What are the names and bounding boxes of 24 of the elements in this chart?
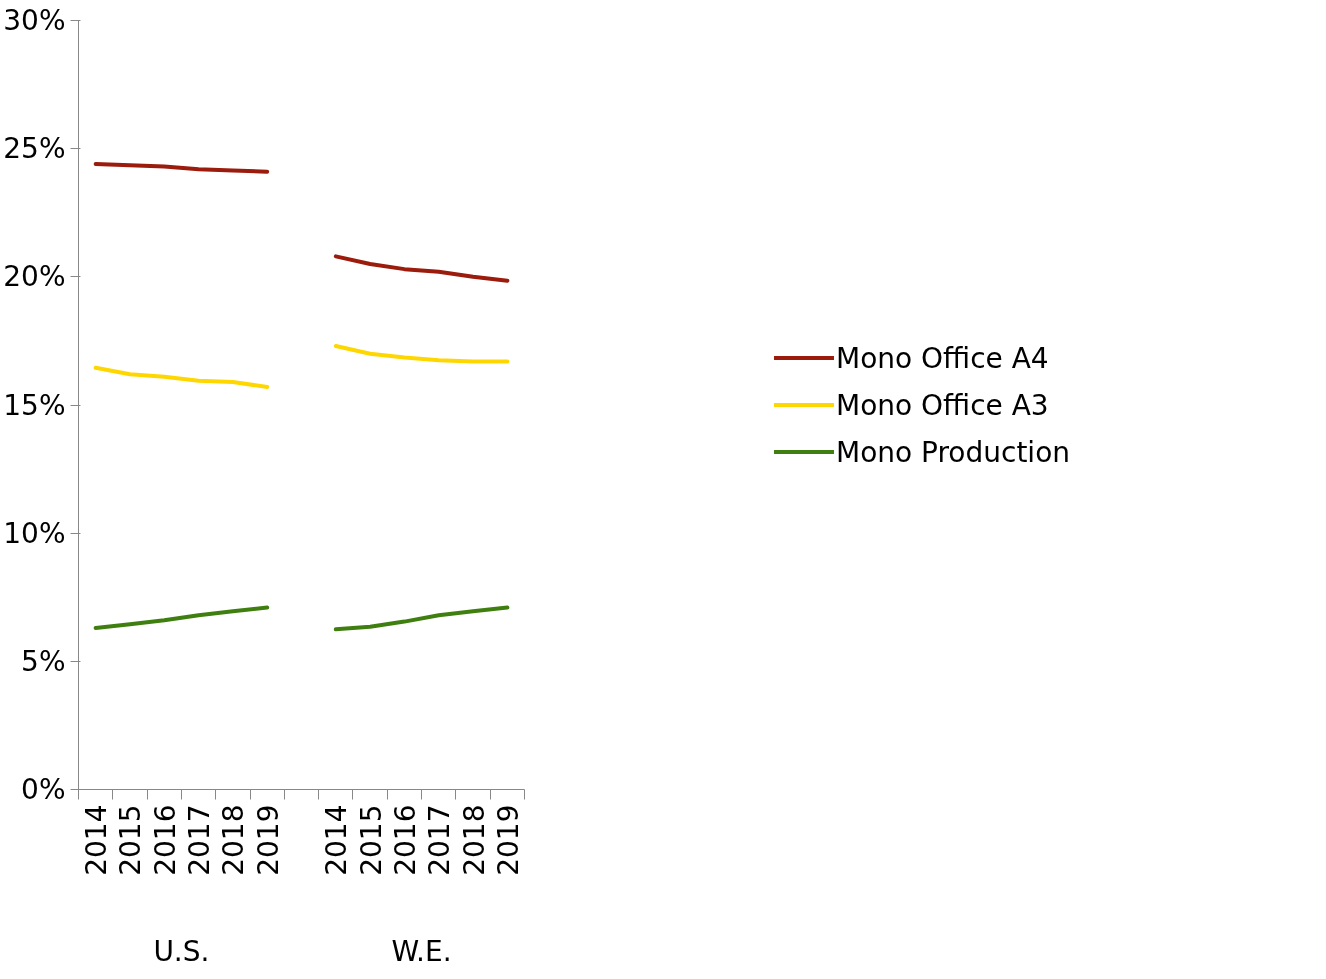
- y-tick-label: 10%: [3, 516, 66, 550]
- x-tick-label: 2018: [457, 804, 491, 876]
- y-tick-label: 0%: [21, 773, 66, 806]
- x-tick-label: 2019: [491, 804, 525, 876]
- y-tick-label: 5%: [21, 644, 66, 678]
- x-tick-label: 2016: [148, 804, 182, 876]
- x-tick-label: 2015: [354, 804, 388, 876]
- legend-label: Mono Office A4: [835, 341, 1049, 374]
- legend-label: Mono Production: [835, 435, 1071, 468]
- x-tick-label: 2014: [320, 804, 354, 876]
- x-tick-label: 2018: [217, 804, 251, 876]
- x-tick-label: 2017: [183, 804, 217, 876]
- y-tick-label: 15%: [3, 388, 66, 422]
- text: W.E.: [391, 934, 452, 968]
- x-tick-label: 2017: [423, 804, 457, 876]
- legend-label: Mono Office A3: [835, 388, 1049, 421]
- x-tick-label: 2016: [388, 804, 422, 876]
- y-tick-label: 25%: [3, 132, 66, 166]
- x-tick-label: 2015: [114, 804, 148, 876]
- text: U.S.: [153, 934, 210, 968]
- y-tick-label: 30%: [3, 4, 66, 37]
- y-tick-label: 20%: [3, 260, 66, 294]
- x-tick-label: 2014: [80, 804, 114, 876]
- x-tick-label: 2019: [251, 804, 285, 876]
